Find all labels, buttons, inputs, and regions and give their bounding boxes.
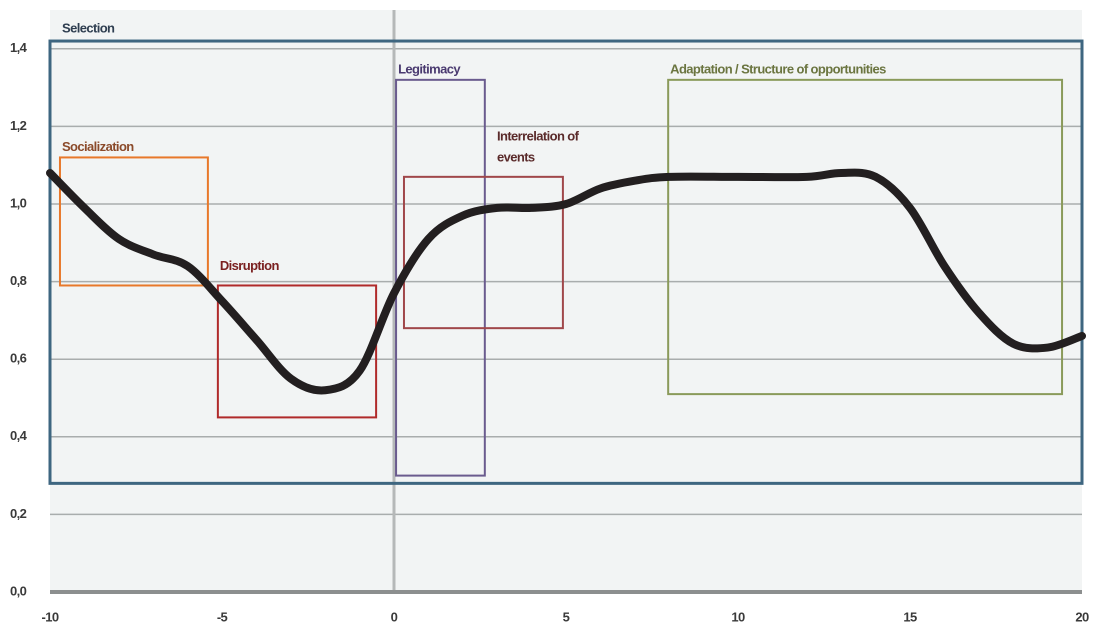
y-tick-label: 0,2 xyxy=(10,506,27,521)
region-label: Disruption xyxy=(220,258,280,273)
region-label: Legitimacy xyxy=(398,61,461,76)
region-label: events xyxy=(497,149,535,164)
y-tick-label: 0,4 xyxy=(10,428,28,443)
region-box xyxy=(216,284,378,419)
y-tick-label: 1,0 xyxy=(10,195,27,210)
plot-area xyxy=(50,10,1082,592)
y-tick-label: 1,2 xyxy=(10,118,27,133)
y-tick-label: 0,6 xyxy=(10,351,27,366)
line xyxy=(46,168,1086,395)
region-label: Adaptation / Structure of opportunities xyxy=(670,61,886,76)
y-tick-label: 0,0 xyxy=(10,583,27,598)
x-tick-label: 10 xyxy=(731,609,745,624)
region-box xyxy=(48,39,1084,485)
region-box xyxy=(667,78,1064,396)
y-tick-label: 1,4 xyxy=(10,40,28,55)
x-tick-label: -5 xyxy=(217,609,228,624)
x-tick-label: 15 xyxy=(903,609,917,624)
region-box xyxy=(395,78,486,477)
region-label: Socialization xyxy=(62,139,134,154)
x-tick-label: 5 xyxy=(563,609,570,624)
region-box xyxy=(402,175,564,330)
x-tick-label: 0 xyxy=(391,609,398,624)
x-tick-label: -10 xyxy=(42,609,59,624)
y-tick-label: 0,8 xyxy=(10,273,27,288)
region-box xyxy=(58,156,209,287)
region-label: Interrelation of xyxy=(497,128,580,143)
region-label: Selection xyxy=(62,20,115,35)
x-tick-label: 20 xyxy=(1075,609,1089,624)
